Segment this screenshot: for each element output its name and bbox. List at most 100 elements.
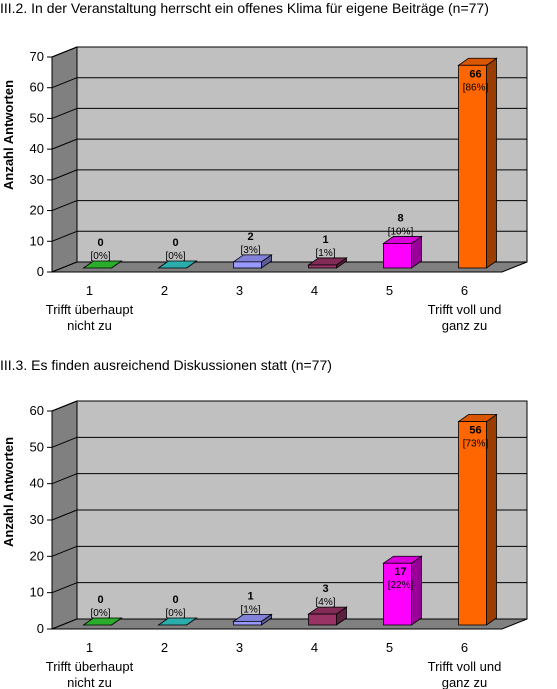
gridline-side xyxy=(51,473,78,485)
y-tick-label: 10 xyxy=(30,233,44,248)
data-label: 2 xyxy=(247,231,253,243)
gridline-side xyxy=(51,169,78,181)
bar xyxy=(382,235,423,269)
bar xyxy=(307,606,348,626)
bar xyxy=(82,260,123,269)
y-tick-label: 20 xyxy=(30,203,44,218)
bar xyxy=(232,254,273,269)
x-category-sublabel: nicht zu xyxy=(67,675,112,689)
percent-label: [4%] xyxy=(315,597,335,608)
side-wall xyxy=(51,46,78,273)
percent-label: [0%] xyxy=(165,608,185,619)
floor xyxy=(51,618,528,630)
bar xyxy=(457,57,498,269)
x-tick-label: 2 xyxy=(161,283,168,298)
percent-label: [0%] xyxy=(165,251,185,262)
gridline-side xyxy=(51,138,78,150)
bar xyxy=(307,257,348,269)
bar-front xyxy=(458,64,487,269)
y-tick-label: 50 xyxy=(30,439,44,454)
bar-top xyxy=(157,617,198,626)
x-tick-label: 6 xyxy=(461,640,468,655)
percent-label: [73%] xyxy=(463,439,489,450)
y-tick-label: 10 xyxy=(30,585,44,600)
data-label: 0 xyxy=(97,237,103,249)
data-label: 17 xyxy=(394,566,406,578)
bar xyxy=(157,260,198,269)
data-label: 0 xyxy=(172,237,178,249)
gridline-side xyxy=(51,200,78,212)
chart-title: III.2. In der Veranstaltung herrscht ein… xyxy=(0,0,489,16)
gridline-side xyxy=(51,509,78,521)
data-label: 0 xyxy=(97,594,103,606)
percent-label: [1%] xyxy=(315,248,335,259)
bar xyxy=(232,613,273,626)
gridline-side xyxy=(51,77,78,89)
x-tick-label: 1 xyxy=(86,283,93,298)
percent-label: [10%] xyxy=(388,226,414,237)
bar xyxy=(82,617,123,626)
y-tick-label: 60 xyxy=(30,403,44,418)
x-category-sublabel: Trifft überhaupt xyxy=(46,302,134,317)
y-tick-label: 60 xyxy=(30,80,44,95)
gridline-side xyxy=(51,436,78,448)
x-category-sublabel: Trifft voll und xyxy=(428,659,502,674)
chart-2: III.3. Es finden ausreichend Diskussione… xyxy=(0,355,557,689)
x-category-sublabel: ganz zu xyxy=(442,675,488,689)
gridline-side xyxy=(51,582,78,594)
y-tick-label: 0 xyxy=(37,264,44,279)
y-tick-label: 50 xyxy=(30,110,44,125)
bar-front xyxy=(383,562,412,626)
y-tick-label: 30 xyxy=(30,512,44,527)
gridline-side xyxy=(51,107,78,119)
y-tick-label: 20 xyxy=(30,548,44,563)
gridline-side xyxy=(51,46,78,58)
floor xyxy=(51,261,528,273)
bar-front xyxy=(308,613,337,626)
chart-1: III.2. In der Veranstaltung herrscht ein… xyxy=(0,0,528,333)
y-tick-label: 40 xyxy=(30,476,44,491)
x-category-sublabel: ganz zu xyxy=(442,318,488,333)
bar xyxy=(457,413,498,626)
bar-top xyxy=(82,617,123,626)
data-label: 56 xyxy=(469,425,481,437)
y-axis-label: Anzahl Antworten xyxy=(1,80,16,190)
gridline-side xyxy=(51,400,78,412)
x-tick-label: 3 xyxy=(236,283,243,298)
bar xyxy=(382,555,423,626)
x-tick-label: 5 xyxy=(386,283,393,298)
y-tick-label: 40 xyxy=(30,141,44,156)
percent-label: [86%] xyxy=(463,82,489,93)
y-tick-label: 30 xyxy=(30,172,44,187)
bar-front xyxy=(233,620,262,626)
bar-front xyxy=(308,264,337,269)
x-tick-label: 3 xyxy=(236,640,243,655)
x-tick-label: 4 xyxy=(311,283,318,298)
x-tick-label: 4 xyxy=(311,640,318,655)
percent-label: [1%] xyxy=(240,604,260,615)
x-category-sublabel: Trifft überhaupt xyxy=(46,659,134,674)
y-tick-label: 70 xyxy=(30,49,44,64)
bar-top xyxy=(157,260,198,269)
x-tick-label: 2 xyxy=(161,640,168,655)
bar-front xyxy=(233,261,262,269)
data-label: 8 xyxy=(397,212,403,224)
percent-label: [3%] xyxy=(240,245,260,256)
bar xyxy=(157,617,198,626)
bar-front xyxy=(383,243,412,269)
bar-front xyxy=(458,421,487,626)
chart-title: III.3. Es finden ausreichend Diskussione… xyxy=(0,357,332,373)
data-label: 0 xyxy=(172,594,178,606)
data-label: 1 xyxy=(247,590,253,602)
gridline-side xyxy=(51,230,78,242)
y-tick-label: 0 xyxy=(37,621,44,636)
x-tick-label: 6 xyxy=(461,283,468,298)
x-tick-label: 1 xyxy=(86,640,93,655)
gridline-side xyxy=(51,545,78,557)
percent-label: [0%] xyxy=(90,251,110,262)
data-label: 3 xyxy=(322,583,328,595)
x-category-sublabel: nicht zu xyxy=(67,318,112,333)
data-label: 1 xyxy=(322,234,328,246)
